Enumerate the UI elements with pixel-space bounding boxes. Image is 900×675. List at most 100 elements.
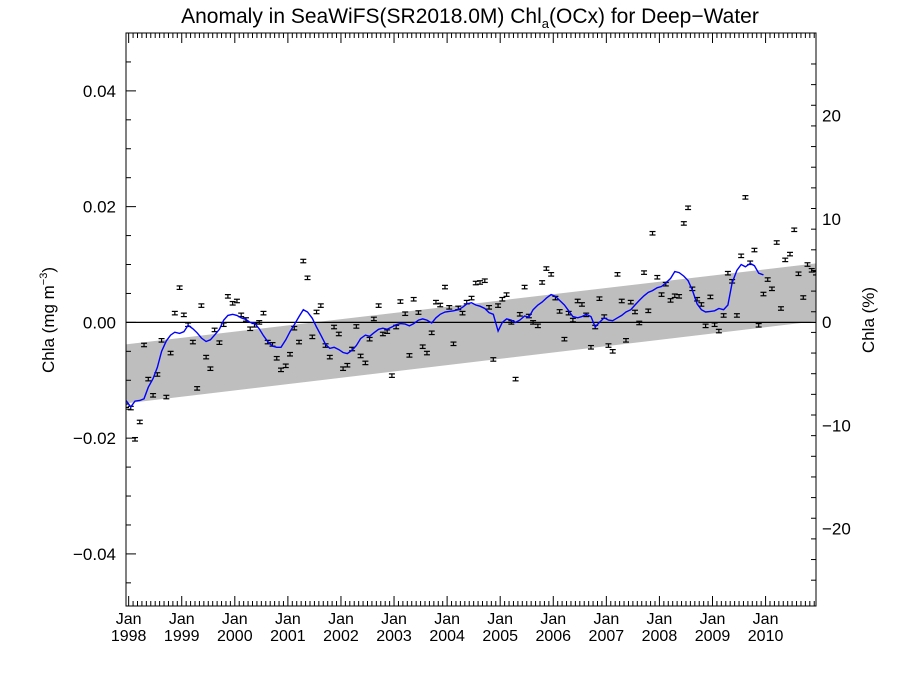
data-point: [207, 366, 214, 372]
data-point: [813, 270, 816, 276]
data-point: [782, 257, 789, 263]
data-point: [331, 324, 338, 330]
data-point: [755, 322, 762, 328]
x-tick-year-label: 2003: [376, 628, 412, 645]
data-point: [477, 280, 484, 285]
data-point: [707, 294, 714, 300]
x-tick-year-label: 2007: [589, 628, 625, 645]
data-point: [645, 308, 652, 314]
chart-title: Anomaly in SeaWiFS(SR2018.0M) Chla(OCx) …: [181, 5, 759, 31]
data-point: [136, 419, 143, 425]
data-point: [561, 336, 568, 342]
data-point: [180, 312, 187, 318]
x-tick-month-label: Jan: [169, 611, 195, 628]
data-point: [224, 294, 231, 299]
data-point: [296, 339, 303, 345]
data-point: [256, 320, 263, 325]
x-tick-month-label: Jan: [593, 611, 619, 628]
data-point: [543, 266, 550, 271]
data-point: [158, 338, 165, 343]
data-point: [141, 342, 148, 348]
data-point: [627, 299, 634, 305]
x-tick-year-label: 2009: [695, 628, 731, 645]
data-point: [375, 303, 382, 308]
data-point: [605, 343, 612, 348]
data-point: [203, 354, 210, 360]
data-point: [309, 334, 316, 340]
data-point: [273, 355, 280, 361]
x-tick-month-label: Jan: [753, 611, 779, 628]
x-tick-month-label: Jan: [647, 611, 673, 628]
x-tick-year-label: 2010: [748, 628, 784, 645]
data-point: [402, 311, 409, 317]
axis-ticks: [126, 33, 816, 606]
data-point: [685, 205, 692, 211]
data-point: [441, 284, 448, 290]
data-point: [415, 310, 422, 315]
data-point: [587, 344, 594, 350]
data-point: [742, 195, 749, 200]
data-point: [317, 303, 324, 308]
y-left-tick-label: 0.02: [83, 198, 116, 217]
y-axis-label-right: Chla (%): [859, 287, 878, 353]
y-right-tick-label: −20: [822, 520, 851, 539]
data-point: [406, 353, 413, 358]
data-point: [326, 354, 333, 360]
smoothed-anomaly-line: [126, 262, 764, 409]
data-point: [786, 251, 793, 257]
x-tick-month-label: Jan: [700, 611, 726, 628]
data-point: [676, 294, 683, 299]
data-point: [768, 286, 775, 292]
y-left-tick-label: 0.04: [83, 82, 116, 101]
y-left-tick-label: −0.02: [73, 429, 116, 448]
x-tick-year-label: 1999: [164, 628, 200, 645]
data-point: [379, 331, 386, 337]
data-point: [486, 305, 493, 310]
data-point: [569, 317, 576, 323]
y-right-tick-label: 20: [822, 107, 841, 126]
x-tick-year-label: 1998: [111, 628, 147, 645]
data-point: [636, 320, 643, 326]
x-tick-month-label: Jan: [275, 611, 301, 628]
data-point: [773, 240, 780, 245]
x-tick-month-label: Jan: [381, 611, 407, 628]
data-point: [800, 295, 807, 300]
data-point: [680, 221, 687, 226]
data-point: [609, 348, 616, 354]
data-point: [738, 253, 745, 259]
data-point: [357, 353, 364, 359]
data-point: [534, 323, 541, 329]
data-point: [397, 299, 404, 304]
data-point: [362, 360, 369, 366]
data-point: [388, 373, 395, 378]
x-tick-month-label: Jan: [540, 611, 566, 628]
x-tick-year-label: 2005: [482, 628, 518, 645]
data-point: [658, 292, 665, 297]
x-tick-year-label: 2000: [217, 628, 253, 645]
data-point: [512, 376, 519, 382]
data-point: [711, 322, 718, 328]
data-point: [344, 362, 351, 368]
data-point: [649, 230, 656, 236]
data-point: [804, 262, 811, 267]
data-point: [499, 296, 506, 302]
data-point: [216, 340, 223, 345]
tick-labels: −0.04−0.020.000.020.04−20−1001020Jan1998…: [73, 82, 851, 645]
y-right-tick-label: 10: [822, 210, 841, 229]
data-point: [353, 324, 360, 329]
data-point: [282, 363, 289, 369]
y-right-tick-label: −10: [822, 416, 851, 435]
data-point: [300, 258, 307, 264]
data-point: [618, 298, 625, 304]
monthly-anomaly-points: [126, 195, 816, 442]
data-point: [751, 247, 758, 253]
data-point: [194, 386, 201, 391]
data-point: [764, 277, 771, 282]
data-point: [410, 296, 417, 302]
data-point: [795, 271, 802, 277]
data-point: [490, 357, 497, 362]
data-point: [702, 323, 709, 329]
data-point: [481, 278, 488, 284]
data-point: [366, 336, 373, 342]
